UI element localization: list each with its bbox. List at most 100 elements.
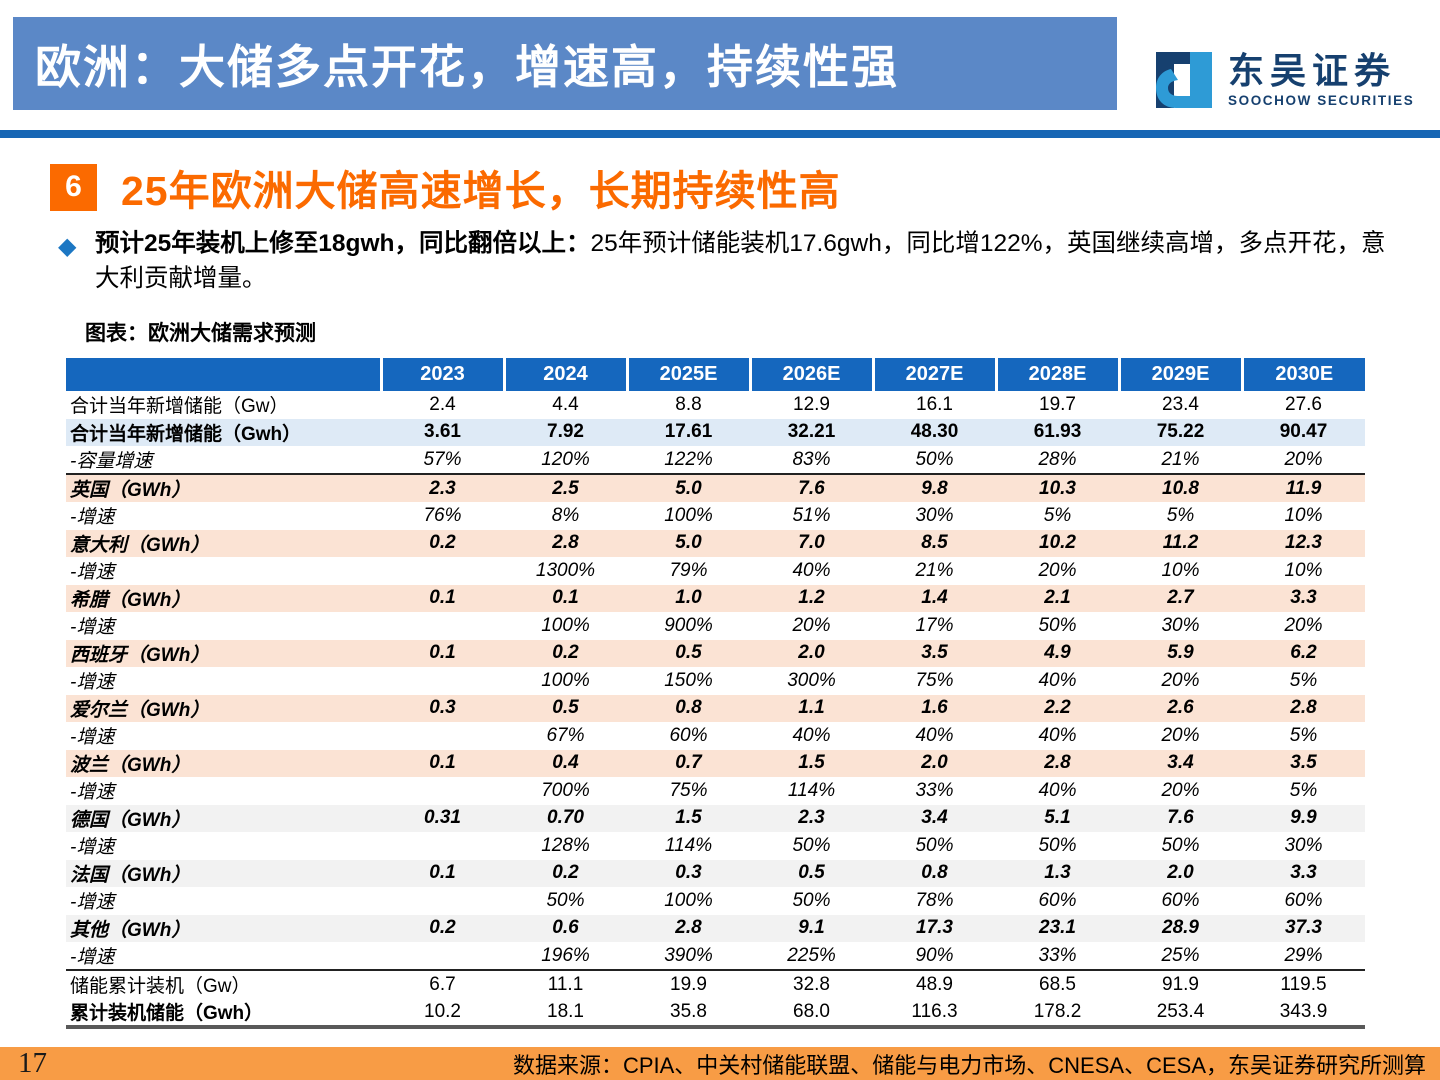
table-cell: 50%	[873, 446, 996, 475]
chart-caption: 图表：欧洲大储需求预测	[85, 322, 316, 345]
table-cell	[381, 667, 504, 695]
table-cell: 75%	[627, 777, 750, 805]
table-cell: 0.1	[381, 584, 504, 612]
table-cell: 17%	[873, 612, 996, 640]
table-cell: 12.3	[1242, 529, 1365, 557]
footer-bar: 17 数据来源：CPIA、中关村储能联盟、储能与电力市场、CNESA、CESA，…	[0, 1047, 1440, 1080]
table-row: 德国（GWh） 0.31 0.70 1.5 2.3 3.4 5.1 7.6 9.9	[66, 804, 1365, 832]
table-cell: 5.0	[627, 474, 750, 502]
table-cell: 90.47	[1242, 418, 1365, 446]
table-cell: 9.9	[1242, 804, 1365, 832]
table-cell: 17.3	[873, 914, 996, 942]
table-cell: 9.1	[750, 914, 873, 942]
table-cell: 128%	[504, 832, 627, 860]
table-cell: 19.9	[627, 970, 750, 998]
table-cell: 196%	[504, 942, 627, 971]
table-cell: 11.9	[1242, 474, 1365, 502]
table-cell: 30%	[873, 502, 996, 530]
table-row: -增速 100% 900% 20% 17% 50% 30% 20%	[66, 612, 1365, 640]
table-cell: 5%	[996, 502, 1119, 530]
table-cell	[381, 777, 504, 805]
table-cell: 32.8	[750, 970, 873, 998]
section-number-badge: 6	[50, 163, 97, 211]
table-cell: 3.3	[1242, 859, 1365, 887]
table-cell: 61.93	[996, 418, 1119, 446]
table-cell: 1.4	[873, 584, 996, 612]
table-cell: 60%	[1242, 887, 1365, 915]
table-cell: 78%	[873, 887, 996, 915]
table-cell: 100%	[627, 502, 750, 530]
table-cell: 150%	[627, 667, 750, 695]
logo-text: 东吴证券 SOOCHOW SECURITIES	[1228, 49, 1415, 108]
table-cell: 17.61	[627, 418, 750, 446]
table-cell: 0.70	[504, 804, 627, 832]
table-cell: 100%	[504, 667, 627, 695]
table-cell: 3.3	[1242, 584, 1365, 612]
table-cell: 1300%	[504, 557, 627, 585]
logo-name-en: SOOCHOW SECURITIES	[1228, 92, 1415, 108]
table-cell: 0.5	[750, 859, 873, 887]
row-label: 累计装机储能（Gwh）	[66, 998, 381, 1029]
table-cell: 0.31	[381, 804, 504, 832]
table-cell: 2.0	[873, 749, 996, 777]
table-cell: 0.2	[504, 859, 627, 887]
table-cell: 0.1	[381, 749, 504, 777]
table-cell: 3.4	[873, 804, 996, 832]
table-cell: 225%	[750, 942, 873, 971]
table-cell: 0.6	[504, 914, 627, 942]
table-cell: 35.8	[627, 998, 750, 1029]
table-cell: 60%	[1119, 887, 1242, 915]
table-cell: 51%	[750, 502, 873, 530]
bullet-text: 预计25年装机上修至18gwh，同比翻倍以上：25年预计储能装机17.6gwh，…	[58, 226, 1408, 296]
table-cell: 10.8	[1119, 474, 1242, 502]
table-row: -增速 50% 100% 50% 78% 60% 60% 60%	[66, 887, 1365, 915]
table-cell: 25%	[1119, 942, 1242, 971]
table-cell: 2.0	[1119, 859, 1242, 887]
table-cell: 0.2	[381, 529, 504, 557]
logo-name-cn: 东吴证券	[1228, 49, 1397, 91]
table-row: -增速 76% 8% 100% 51% 30% 5% 5% 10%	[66, 502, 1365, 530]
table-row: -增速 1300% 79% 40% 21% 20% 10% 10%	[66, 557, 1365, 585]
table-cell: 1.6	[873, 694, 996, 722]
table-cell: 28%	[996, 446, 1119, 475]
table-row: 储能累计装机（Gw） 6.7 11.1 19.9 32.8 48.9 68.5 91.9 119…	[66, 970, 1365, 998]
table-cell: 40%	[996, 722, 1119, 750]
table-cell: 30%	[1119, 612, 1242, 640]
table-cell: 2.3	[381, 474, 504, 502]
table-cell: 33%	[996, 942, 1119, 971]
table-row: 西班牙（GWh） 0.1 0.2 0.5 2.0 3.5 4.9 5.9 6.2	[66, 639, 1365, 667]
column-header: 2023	[379, 358, 504, 391]
table-cell: 10.3	[996, 474, 1119, 502]
table-cell: 1.5	[627, 804, 750, 832]
table-row: 波兰（GWh） 0.1 0.4 0.7 1.5 2.0 2.8 3.4 3.5	[66, 749, 1365, 777]
table-cell: 37.3	[1242, 914, 1365, 942]
table-cell: 5%	[1242, 667, 1365, 695]
table-cell: 40%	[750, 722, 873, 750]
page-number: 17	[18, 1047, 47, 1079]
table-cell: 3.5	[1242, 749, 1365, 777]
table-cell: 390%	[627, 942, 750, 971]
table-row: -增速 700% 75% 114% 33% 40% 20% 5%	[66, 777, 1365, 805]
forecast-table: 2023 2024 2025E 2026E 2027E 2028E 2029E 2030E 合…	[66, 358, 1365, 1029]
row-label: -增速	[66, 667, 381, 695]
column-header-blank	[66, 358, 381, 391]
table-cell	[381, 887, 504, 915]
table-cell: 91.9	[1119, 970, 1242, 998]
table-cell: 0.5	[504, 694, 627, 722]
table-cell: 11.1	[504, 970, 627, 998]
table-cell: 7.92	[504, 418, 627, 446]
table-row: -增速 100% 150% 300% 75% 40% 20% 5%	[66, 667, 1365, 695]
table-cell: 48.9	[873, 970, 996, 998]
table-cell: 23.1	[996, 914, 1119, 942]
row-label: -增速	[66, 832, 381, 860]
row-label: -增速	[66, 557, 381, 585]
table-cell: 18.1	[504, 998, 627, 1029]
section-title: 25年欧洲大储高速增长，长期持续性高	[121, 168, 841, 214]
table-cell: 30%	[1242, 832, 1365, 860]
table-cell	[381, 832, 504, 860]
table-cell: 3.5	[873, 639, 996, 667]
table-row: 爱尔兰（GWh） 0.3 0.5 0.8 1.1 1.6 2.2 2.6 2.8	[66, 694, 1365, 722]
table-row: -增速 196% 390% 225% 90% 33% 25% 29%	[66, 942, 1365, 971]
title-banner: 欧洲：大储多点开花，增速高，持续性强	[13, 17, 1117, 110]
table-cell: 5.0	[627, 529, 750, 557]
